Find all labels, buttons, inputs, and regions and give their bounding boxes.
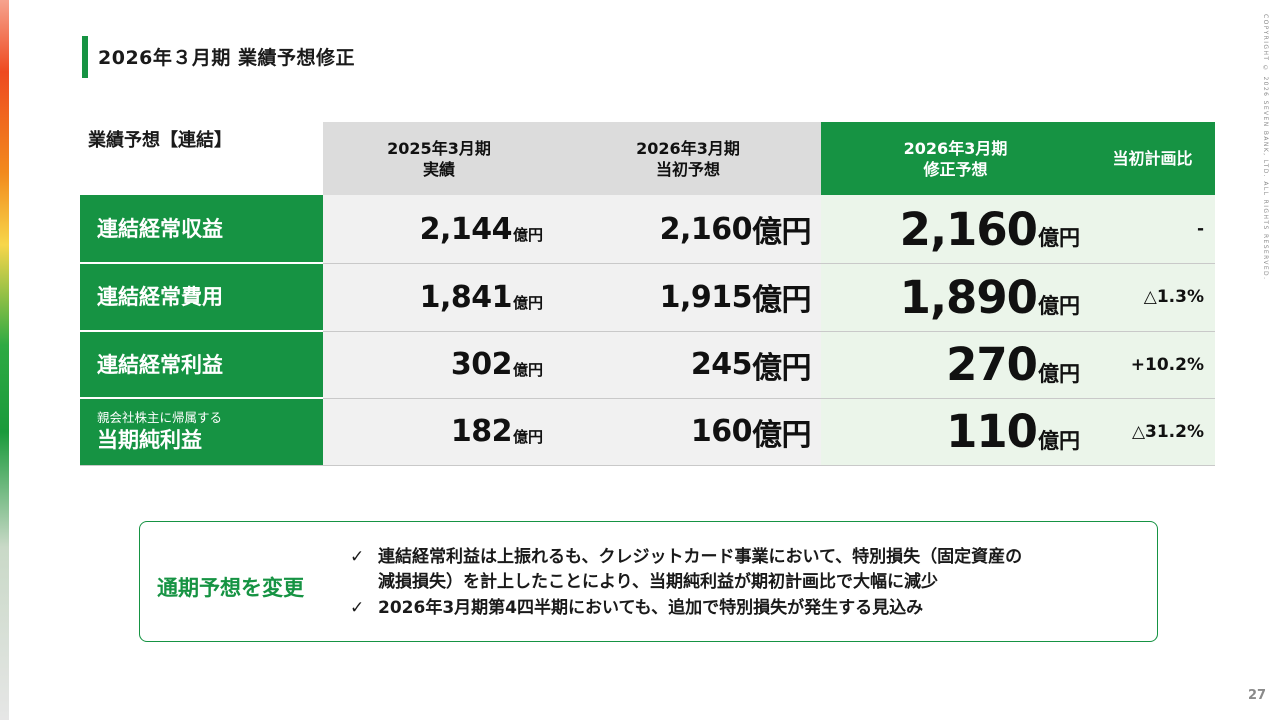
- header-actual-2025-line2: 実績: [422, 159, 455, 179]
- row-label-revenue: 連結経常収益: [80, 195, 323, 263]
- row-label-net-income-text: 当期純利益: [97, 427, 202, 452]
- value: 110: [946, 405, 1038, 458]
- cell-ordinary-profit-revised-2026: 270 億円: [821, 331, 1090, 398]
- row-label-net-income-sub: 親会社株主に帰属する: [97, 409, 223, 425]
- unit: 億円: [1038, 361, 1080, 386]
- note-bullet-1-line2: 減損損失）を計上したことにより、当期純利益が期初計画比で大幅に減少: [378, 572, 938, 592]
- value: 182: [450, 414, 513, 449]
- unit: 億円: [752, 350, 812, 386]
- row-divider: [80, 330, 323, 332]
- value: -: [1196, 219, 1204, 239]
- unit: 億円: [1038, 226, 1080, 250]
- page-title: 2026年３月期 業績予想修正: [98, 47, 355, 69]
- unit: 億円: [512, 225, 543, 244]
- note-bullet-2-text: 2026年3月期第4四半期においても、追加で特別損失が発生する見込み: [378, 598, 924, 618]
- row-label-revenue-text: 連結経常収益: [97, 217, 223, 241]
- value: 1,915: [659, 279, 753, 315]
- row-label-ordinary-profit: 連結経常利益: [80, 331, 323, 398]
- unit: 億円: [752, 417, 812, 453]
- value: 245: [690, 347, 753, 382]
- header-actual-2025-line1: 2025年3月期: [387, 138, 491, 158]
- cell-expenses-initial-2026: 1,915 億円: [555, 263, 821, 331]
- value: △1.3%: [1143, 287, 1204, 307]
- note-bullet-1-text: 連結経常利益は上振れるも、クレジットカード事業において、特別損失（固定資産の 減損…: [378, 545, 1022, 595]
- copyright-notice: COPYRIGHT © 2026 SEVEN BANK, LTD. ALL RI…: [1262, 14, 1269, 281]
- decorative-color-strip: [0, 0, 9, 720]
- note-bullet-2: ✓ 2026年3月期第4四半期においても、追加で特別損失が発生する見込み: [350, 596, 923, 621]
- unit: 億円: [1038, 428, 1080, 453]
- cell-revenue-initial-2026: 2,160 億円: [555, 195, 821, 263]
- unit: 億円: [1038, 294, 1080, 318]
- row-divider: [80, 397, 323, 399]
- table-bottom-border: [80, 465, 1215, 466]
- header-revised-2026-line2: 修正予想: [923, 159, 988, 179]
- row-label-ordinary-profit-text: 連結経常利益: [97, 352, 223, 377]
- cell-revenue-vs-initial: -: [1090, 195, 1215, 263]
- unit: 億円: [752, 215, 812, 250]
- row-divider: [323, 263, 1215, 264]
- header-initial-2026: 2026年3月期 当初予想: [555, 122, 821, 195]
- value: +10.2%: [1130, 354, 1204, 375]
- page-number: 27: [1248, 688, 1267, 703]
- unit: 億円: [752, 283, 812, 318]
- cell-expenses-vs-initial: △1.3%: [1090, 263, 1215, 331]
- unit: 億円: [512, 293, 543, 312]
- cell-revenue-actual-2025: 2,144 億円: [323, 195, 555, 263]
- title-accent-bar: [82, 36, 88, 78]
- cell-revenue-revised-2026: 2,160 億円: [821, 195, 1090, 263]
- value: 1,890: [899, 270, 1038, 324]
- value: △31.2%: [1131, 421, 1204, 442]
- row-divider: [80, 262, 323, 264]
- cell-ordinary-profit-vs-initial: +10.2%: [1090, 331, 1215, 398]
- cell-net-income-initial-2026: 160 億円: [555, 398, 821, 465]
- forecast-note-box: [139, 521, 1158, 642]
- check-icon: ✓: [350, 547, 365, 567]
- header-revised-2026-line1: 2026年3月期: [903, 138, 1008, 158]
- check-icon: ✓: [350, 598, 365, 618]
- header-actual-2025: 2025年3月期 実績: [323, 122, 555, 195]
- unit: 億円: [512, 428, 543, 446]
- value: 302: [450, 347, 513, 382]
- cell-expenses-actual-2025: 1,841 億円: [323, 263, 555, 331]
- header-initial-2026-line1: 2026年3月期: [636, 138, 740, 158]
- row-divider: [323, 398, 1215, 399]
- row-label-expenses-text: 連結経常費用: [97, 285, 223, 309]
- value: 2,160: [899, 202, 1038, 256]
- note-heading: 通期予想を変更: [157, 576, 304, 600]
- value: 2,144: [419, 211, 513, 247]
- header-initial-2026-line2: 当初予想: [655, 159, 720, 179]
- unit: 億円: [512, 361, 543, 379]
- note-bullet-1-line1: 連結経常利益は上振れるも、クレジットカード事業において、特別損失（固定資産の: [378, 547, 1023, 567]
- header-revised-2026: 2026年3月期 修正予想: [821, 122, 1090, 195]
- header-vs-initial-label: 当初計画比: [1112, 149, 1193, 168]
- cell-net-income-actual-2025: 182 億円: [323, 398, 555, 465]
- note-bullet-1: ✓ 連結経常利益は上振れるも、クレジットカード事業において、特別損失（固定資産の減…: [350, 545, 1022, 595]
- cell-ordinary-profit-actual-2025: 302 億円: [323, 331, 555, 398]
- row-label-net-income: 親会社株主に帰属する 当期純利益: [80, 398, 323, 465]
- row-divider: [323, 331, 1215, 332]
- cell-expenses-revised-2026: 1,890 億円: [821, 263, 1090, 331]
- value: 1,841: [419, 279, 513, 315]
- cell-net-income-vs-initial: △31.2%: [1090, 398, 1215, 465]
- cell-ordinary-profit-initial-2026: 245 億円: [555, 331, 821, 398]
- value: 2,160: [659, 211, 753, 247]
- value: 160: [690, 414, 753, 449]
- header-vs-initial: 当初計画比: [1090, 122, 1215, 195]
- value: 270: [946, 338, 1038, 391]
- table-caption: 業績予想【連結】: [88, 130, 232, 151]
- cell-net-income-revised-2026: 110 億円: [821, 398, 1090, 465]
- row-label-expenses: 連結経常費用: [80, 263, 323, 331]
